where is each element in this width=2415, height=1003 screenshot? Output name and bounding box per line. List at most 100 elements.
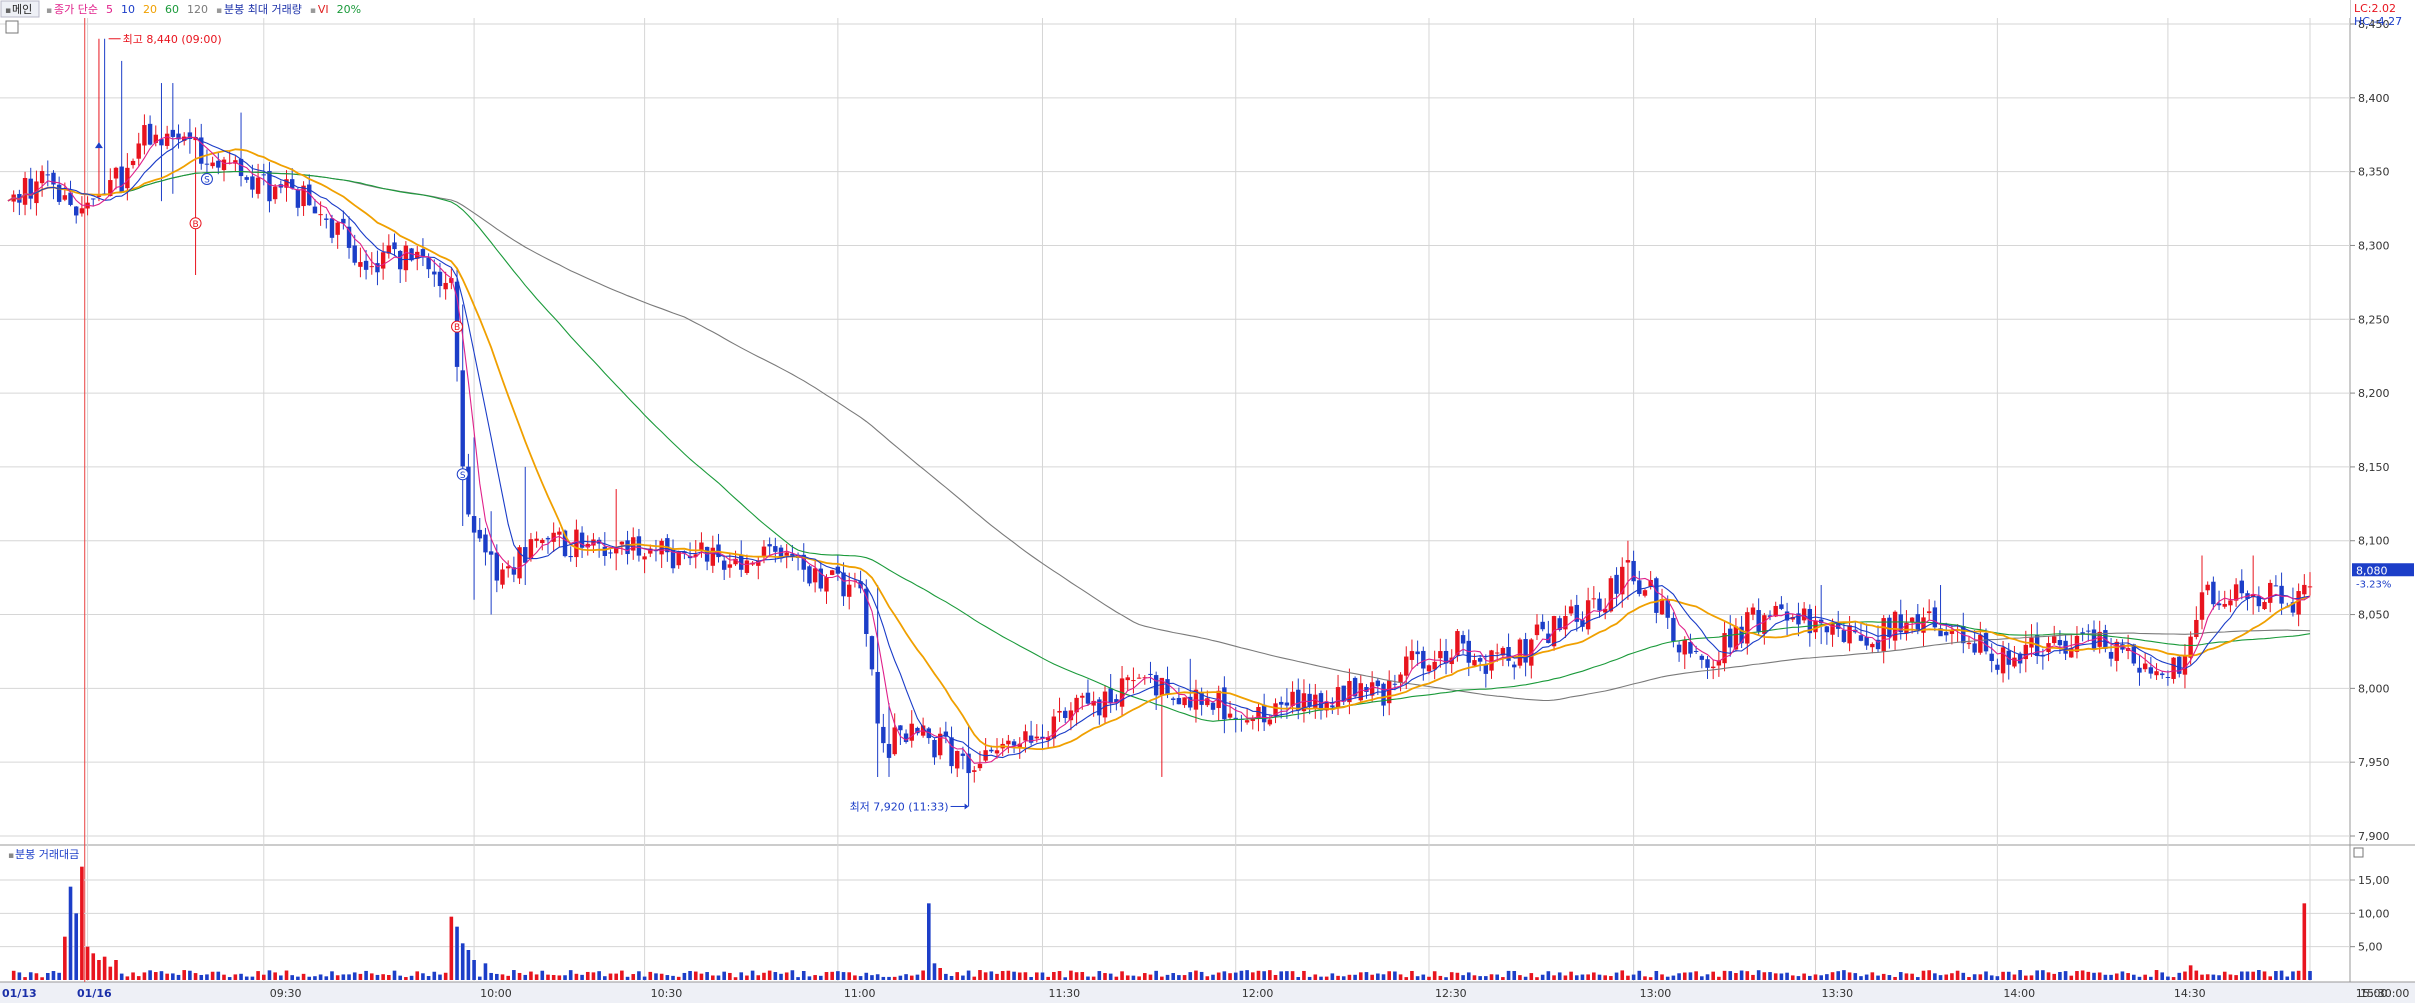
volume-bar xyxy=(1324,976,1329,980)
candle-body xyxy=(1847,625,1852,644)
candle-body xyxy=(2023,644,2029,660)
candle-body xyxy=(1074,697,1079,713)
main-tab xyxy=(0,0,40,18)
candle-body xyxy=(818,568,824,589)
volume-bar xyxy=(222,974,226,980)
volume-bar xyxy=(978,970,982,980)
candle-body xyxy=(767,544,772,547)
candle-body xyxy=(2268,582,2273,603)
legend-item: 20 xyxy=(143,3,157,16)
candle-body xyxy=(2137,667,2142,673)
candle-body xyxy=(204,163,210,165)
volume-bar xyxy=(915,974,920,980)
volume-panel-title: 분봉 거래대금 xyxy=(15,848,79,861)
volume-bar xyxy=(1449,972,1454,980)
candle-body xyxy=(699,542,704,550)
volume-bar xyxy=(1512,970,1517,980)
candle-body xyxy=(625,540,630,555)
candle-body xyxy=(989,749,994,752)
volume-bar xyxy=(1933,973,1937,980)
volume-bar xyxy=(801,970,806,980)
candle-body xyxy=(1233,717,1238,719)
candle-body xyxy=(1131,680,1136,682)
candle-body xyxy=(159,139,164,146)
volume-bar xyxy=(2041,970,2045,980)
candle-body xyxy=(244,177,249,180)
volume-bar xyxy=(1671,975,1676,980)
candle-body xyxy=(1710,666,1716,669)
volume-bar xyxy=(409,975,414,980)
top-legend-bar: ▪ 메인 ▪ 종가 단순 5 10 20 60 120 ▪ 분봉 최대 거래량 ▪ VI 20% LC:2.… xyxy=(0,0,2402,34)
volume-bar xyxy=(1859,976,1863,980)
candle-body xyxy=(22,177,28,205)
volume-bar xyxy=(927,903,931,980)
candle-body xyxy=(1006,740,1011,745)
candle-body xyxy=(716,544,721,558)
trade-marker-icon xyxy=(200,173,213,186)
volume-bar xyxy=(557,975,562,980)
current-price-value: 8,080 xyxy=(2356,564,2388,577)
volume-bar xyxy=(631,974,636,980)
low-price-label: 최저 7,920 (11:33) xyxy=(850,800,949,813)
candle-body xyxy=(363,260,369,270)
volume-bar xyxy=(688,971,692,980)
volume-bar xyxy=(779,973,783,980)
candle-body xyxy=(1222,687,1227,720)
candle-body xyxy=(1932,607,1938,628)
candle-body xyxy=(1136,677,1142,679)
volume-bar xyxy=(426,976,431,980)
volume-bar xyxy=(1825,974,1829,980)
candle-body xyxy=(369,266,374,268)
candle-body xyxy=(523,547,528,563)
candle-body xyxy=(1716,660,1722,666)
time-tick-label: 15:00 xyxy=(2356,987,2388,1000)
candle-body xyxy=(721,560,727,570)
candle-body xyxy=(1472,660,1477,666)
volume-bar xyxy=(1489,974,1494,980)
volume-bar xyxy=(1529,973,1534,980)
price-tick-label: 8,350 xyxy=(2358,166,2390,179)
volume-bar xyxy=(898,975,903,980)
volume-bar xyxy=(2245,971,2250,980)
volume-bar xyxy=(676,976,681,980)
volume-bar xyxy=(1518,975,1522,980)
candle-body xyxy=(1176,697,1182,705)
volume-bar xyxy=(1381,974,1386,980)
volume-bar xyxy=(1302,970,1306,980)
volume-bar xyxy=(216,971,221,980)
candle-body xyxy=(1938,628,1943,637)
volume-bar xyxy=(2035,970,2039,980)
volume-bar xyxy=(1478,976,1482,980)
candle-body xyxy=(886,743,892,758)
candle-body xyxy=(2069,648,2074,658)
candle-body xyxy=(1045,737,1051,741)
candle-body xyxy=(1574,604,1579,622)
candle-body xyxy=(2097,631,2102,647)
candle-body xyxy=(45,174,50,176)
grid-toggle-icon xyxy=(5,20,19,34)
volume-bar xyxy=(728,972,732,980)
candle-body xyxy=(2108,651,2114,659)
volume-bar xyxy=(1967,977,1971,980)
candle-body xyxy=(892,727,897,755)
volume-bar xyxy=(773,972,778,980)
candle-body xyxy=(142,125,147,146)
volume-bar xyxy=(790,970,795,980)
candle-body xyxy=(2199,592,2205,620)
volume-bar xyxy=(1432,971,1437,980)
volume-bar xyxy=(341,974,346,980)
volume-bar xyxy=(2268,976,2273,980)
volume-bar xyxy=(836,971,840,980)
candle-body xyxy=(2171,657,2176,679)
volume-bar xyxy=(324,976,329,980)
candle-body xyxy=(784,552,789,556)
candle-body xyxy=(1739,626,1744,644)
lc-indicator: LC:2.02 xyxy=(2354,2,2396,15)
volume-bar xyxy=(2075,971,2079,980)
volume-bar xyxy=(1052,972,1056,980)
main-tab-label: 메인 xyxy=(12,3,32,16)
candle-body xyxy=(1279,701,1284,705)
volume-bar xyxy=(131,972,135,980)
